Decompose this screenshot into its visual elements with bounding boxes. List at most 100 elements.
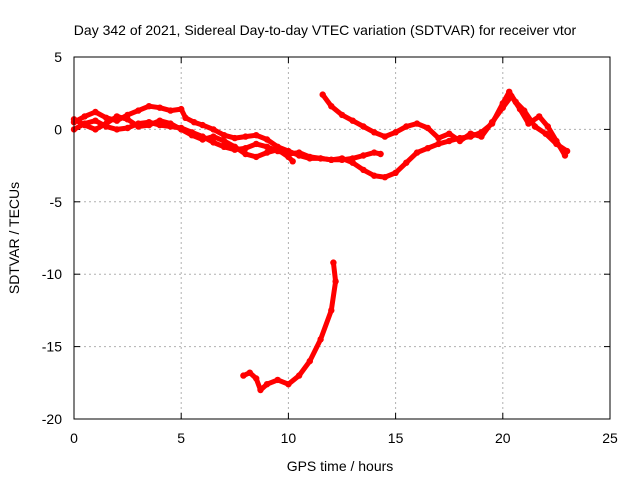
data-point	[274, 146, 281, 153]
data-point	[124, 116, 131, 123]
data-point	[220, 137, 228, 145]
y-tick-label: 5	[54, 49, 62, 65]
data-point	[544, 123, 551, 130]
data-point	[167, 120, 174, 127]
x-tick-label: 20	[495, 430, 511, 446]
data-point	[231, 143, 238, 150]
data-point	[413, 120, 421, 127]
data-point	[295, 149, 303, 156]
series-line-track-c	[71, 113, 296, 164]
data-point	[167, 107, 174, 114]
data-point	[240, 372, 247, 379]
data-point	[349, 117, 356, 124]
data-point	[553, 137, 560, 145]
data-point	[317, 336, 324, 343]
data-point	[253, 132, 260, 139]
data-point	[360, 123, 367, 130]
data-point	[113, 126, 121, 133]
data-point	[403, 159, 410, 166]
data-point	[330, 259, 337, 266]
data-point	[306, 153, 313, 161]
data-point	[263, 381, 271, 388]
data-point	[92, 126, 99, 133]
data-point	[499, 104, 506, 111]
data-point	[467, 130, 474, 137]
series-line-track-e	[240, 260, 339, 393]
data-point	[478, 133, 485, 140]
data-point	[536, 113, 543, 120]
data-point	[182, 114, 189, 122]
data-point	[81, 121, 88, 129]
data-point	[113, 113, 121, 120]
data-point	[242, 145, 249, 152]
data-point	[156, 117, 163, 124]
data-point	[381, 174, 389, 181]
data-point	[285, 153, 292, 161]
data-point	[190, 119, 198, 126]
data-point	[242, 150, 249, 158]
data-point	[220, 143, 228, 150]
data-point	[328, 156, 335, 163]
data-point	[516, 105, 524, 113]
data-point	[231, 134, 238, 142]
data-layer	[70, 88, 571, 394]
data-point	[392, 169, 399, 176]
y-tick-label: -20	[42, 411, 62, 427]
x-tick-label: 10	[281, 430, 297, 446]
data-point	[306, 357, 313, 365]
data-point	[488, 119, 496, 126]
data-point	[257, 386, 264, 394]
y-tick-label: -15	[42, 339, 62, 355]
data-point	[360, 166, 367, 174]
data-point	[371, 172, 378, 179]
data-point	[135, 107, 142, 114]
data-point	[403, 123, 410, 130]
x-tick-label: 15	[388, 430, 404, 446]
data-point	[328, 103, 335, 110]
data-point	[210, 126, 217, 133]
data-point	[446, 137, 453, 145]
data-point	[413, 149, 421, 156]
data-point	[92, 108, 99, 116]
data-point	[145, 121, 153, 129]
data-point	[188, 132, 196, 139]
data-point	[360, 152, 367, 159]
data-point	[317, 155, 324, 162]
chart-title: Day 342 of 2021, Sidereal Day-to-day VTE…	[74, 22, 577, 38]
data-point	[92, 117, 99, 124]
data-point	[210, 139, 217, 146]
data-point	[446, 130, 453, 137]
data-point	[319, 91, 326, 98]
data-point	[508, 92, 515, 100]
y-tick-label: 0	[54, 121, 62, 137]
data-point	[349, 159, 356, 166]
x-tick-label: 0	[70, 430, 78, 446]
data-point	[263, 136, 271, 143]
data-point	[371, 129, 378, 136]
data-point	[392, 129, 399, 136]
data-point	[246, 369, 253, 376]
data-point	[435, 134, 442, 142]
grid-layer	[74, 57, 610, 419]
data-point	[103, 120, 110, 127]
data-point	[135, 123, 142, 130]
data-point	[525, 120, 532, 127]
data-point	[199, 136, 206, 143]
data-point	[289, 158, 296, 165]
data-point	[295, 372, 303, 379]
data-point	[542, 130, 549, 137]
data-point	[253, 153, 260, 161]
data-point	[531, 123, 539, 130]
data-point	[561, 152, 569, 159]
data-point	[377, 150, 384, 158]
plot-frame	[73, 56, 611, 420]
data-point	[253, 375, 260, 382]
data-point	[424, 124, 431, 132]
data-point	[210, 133, 217, 140]
data-point	[253, 140, 260, 148]
data-point	[332, 278, 339, 285]
data-point	[103, 114, 110, 122]
data-point	[328, 307, 335, 314]
